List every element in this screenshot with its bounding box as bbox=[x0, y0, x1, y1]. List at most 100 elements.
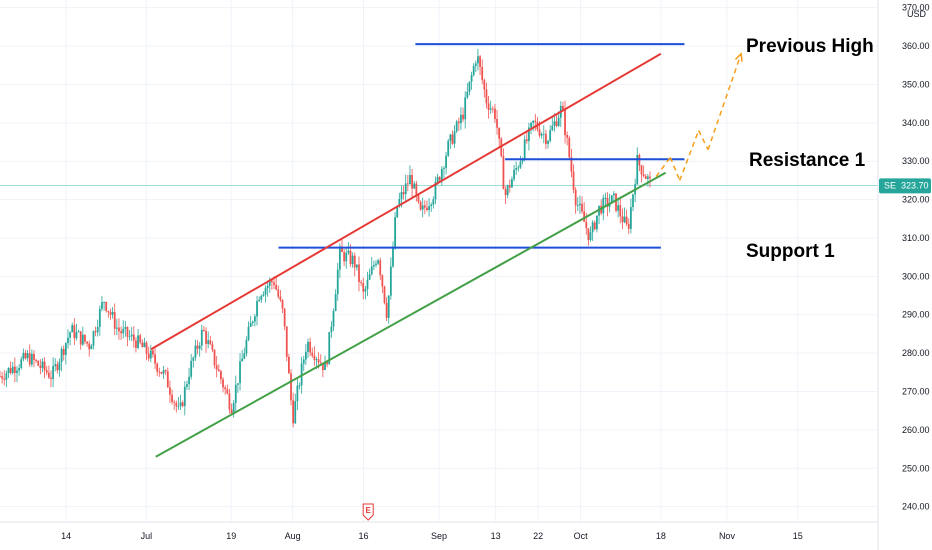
candle-body bbox=[69, 332, 71, 338]
candle-body bbox=[45, 370, 48, 373]
candle-body bbox=[302, 359, 305, 364]
candle-body bbox=[355, 264, 358, 268]
x-tick-label: 14 bbox=[61, 531, 71, 541]
last-price-value: 323.70 bbox=[901, 180, 929, 190]
candle-body bbox=[92, 331, 95, 346]
candle-body bbox=[619, 205, 622, 217]
earnings-marker[interactable]: E bbox=[362, 503, 374, 521]
candle-body bbox=[625, 216, 628, 225]
price-axis[interactable]: 240.00 250.00 260.00 270.00 280.00 290.00 300.… bbox=[877, 0, 930, 550]
candle-body bbox=[324, 361, 326, 371]
candle-body bbox=[319, 362, 322, 364]
candle-body bbox=[73, 325, 76, 339]
y-tick-label: 270.00 bbox=[902, 387, 930, 397]
candle-body bbox=[84, 334, 86, 342]
candle-body bbox=[568, 137, 571, 158]
projection-arrowhead bbox=[734, 52, 743, 62]
candle-body bbox=[470, 75, 473, 82]
candle-body bbox=[417, 195, 420, 202]
candle-body bbox=[75, 332, 78, 339]
candle-body bbox=[281, 300, 284, 309]
support-1-label: Support 1 bbox=[746, 241, 835, 262]
candle-body bbox=[111, 312, 114, 315]
candle-body bbox=[222, 379, 224, 388]
candle-body bbox=[462, 114, 464, 120]
candle-body bbox=[3, 378, 6, 380]
x-tick-label: 16 bbox=[358, 531, 368, 541]
y-tick-label: 290.00 bbox=[902, 310, 930, 320]
y-tick-label: 330.00 bbox=[902, 156, 930, 166]
candle-body bbox=[523, 139, 526, 160]
projection-segment bbox=[707, 53, 742, 150]
candle-body bbox=[79, 331, 82, 345]
time-axis[interactable]: 14 Jul 19 Aug 16 Sep 13 22 Oct 18 Nov 15 bbox=[0, 521, 878, 541]
candle-body bbox=[432, 199, 435, 205]
candle-body bbox=[502, 156, 505, 190]
candle-body bbox=[610, 195, 613, 203]
candle-body bbox=[338, 246, 341, 270]
candle-body bbox=[273, 282, 275, 285]
candle-body bbox=[24, 352, 27, 359]
candle-body bbox=[304, 351, 307, 360]
lower-channel-line[interactable] bbox=[155, 171, 667, 458]
candle-body bbox=[375, 263, 377, 266]
candle-body bbox=[220, 371, 222, 380]
candle-body bbox=[298, 385, 301, 387]
candle-body bbox=[379, 260, 382, 276]
candle-body bbox=[16, 370, 18, 373]
candle-body bbox=[457, 121, 460, 124]
candle-body bbox=[192, 357, 195, 361]
x-tick-label: Aug bbox=[285, 531, 301, 541]
candle-body bbox=[179, 402, 182, 407]
candle-body bbox=[466, 91, 469, 98]
candle-body bbox=[135, 340, 137, 348]
candle-body bbox=[508, 185, 511, 188]
candle-body bbox=[98, 308, 101, 327]
candle-body bbox=[211, 344, 214, 350]
candle-body bbox=[460, 114, 462, 124]
candle-body bbox=[54, 364, 57, 367]
candle-body bbox=[139, 335, 142, 343]
candle-body bbox=[553, 121, 556, 126]
candle-body bbox=[213, 349, 216, 366]
candle-body bbox=[328, 332, 331, 365]
candle-body bbox=[542, 133, 545, 135]
candle-body bbox=[364, 288, 367, 292]
candle-body bbox=[602, 197, 605, 214]
candle-body bbox=[1, 376, 4, 379]
candle-body bbox=[113, 312, 116, 329]
candle-body bbox=[347, 250, 350, 253]
candle-body bbox=[196, 345, 199, 349]
candle-body bbox=[145, 342, 148, 354]
candle-body bbox=[392, 247, 394, 267]
candle-body bbox=[215, 365, 218, 370]
candle-body bbox=[551, 125, 554, 131]
candle-body bbox=[239, 361, 241, 384]
candle-body bbox=[640, 165, 643, 175]
candle-body bbox=[489, 108, 492, 110]
upper-channel-line[interactable] bbox=[150, 52, 662, 351]
candle-body bbox=[589, 232, 592, 241]
candle-body bbox=[194, 345, 197, 358]
candle-body bbox=[621, 216, 624, 223]
y-tick-label: 350.00 bbox=[902, 79, 930, 89]
candle-body bbox=[183, 386, 186, 407]
candle-body bbox=[122, 328, 125, 334]
candle-body bbox=[593, 222, 596, 230]
projection-segment bbox=[697, 130, 709, 151]
candle-body bbox=[447, 140, 450, 156]
candle-body bbox=[413, 183, 416, 189]
candle-body bbox=[262, 294, 265, 296]
candle-body bbox=[415, 183, 418, 196]
candle-body bbox=[94, 331, 97, 333]
candle-body bbox=[585, 221, 588, 229]
candle-body bbox=[515, 168, 518, 170]
x-tick-label: Sep bbox=[431, 531, 447, 541]
candle-body bbox=[152, 350, 154, 355]
candle-body bbox=[33, 353, 35, 360]
candle-body bbox=[226, 389, 229, 394]
candle-body bbox=[5, 373, 8, 380]
candle-body bbox=[137, 335, 139, 348]
candle-body bbox=[143, 342, 146, 348]
